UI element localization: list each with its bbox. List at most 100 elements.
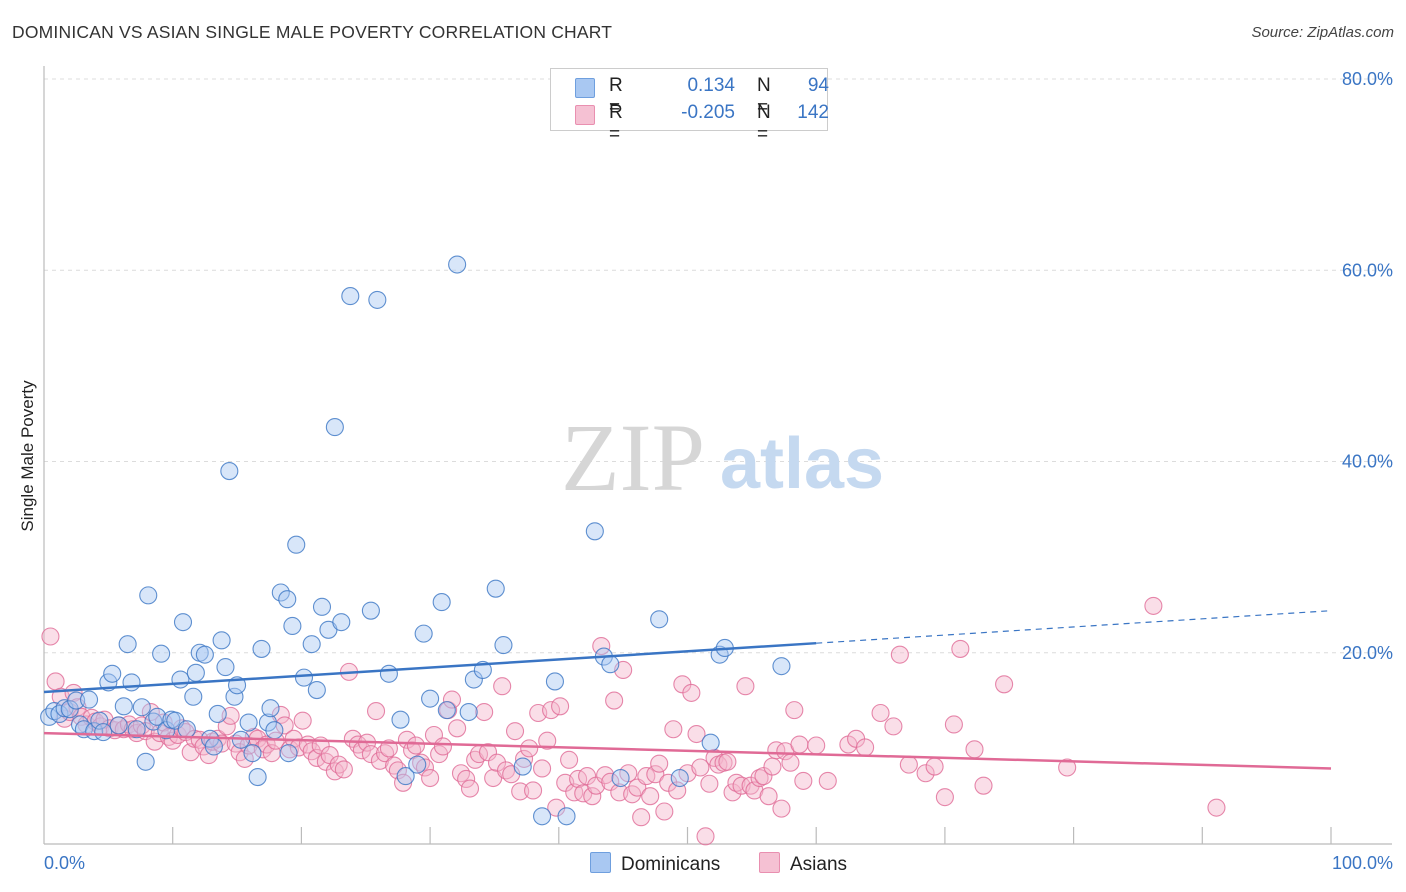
dominicans-point (391, 710, 410, 729)
dominicans-point (486, 579, 505, 598)
asians-point (632, 808, 651, 827)
y-tick-label: 20.0% (1342, 643, 1393, 663)
dominicans-point (186, 663, 205, 682)
asians-point (951, 639, 970, 658)
asians-point (641, 787, 660, 806)
dominicans-point (184, 687, 203, 706)
watermark-zip: ZIP (561, 404, 705, 511)
dominicans-point (396, 767, 415, 786)
asians-point (520, 739, 539, 758)
asians-point (587, 776, 606, 795)
asians-point (433, 737, 453, 756)
dominicans-point (437, 701, 456, 720)
dominicans-point (701, 733, 720, 752)
asians-point (899, 755, 918, 774)
asians-point (560, 750, 579, 769)
n-value: 142 (797, 102, 829, 123)
asians-point (451, 764, 471, 783)
dominicans-point (432, 593, 451, 612)
asians-point (199, 746, 218, 765)
asians-point (592, 637, 611, 656)
dominicans-point (459, 702, 478, 722)
asians-point (41, 627, 60, 646)
asians-point (682, 683, 701, 702)
asians-swatch (759, 852, 780, 873)
dominicans-point (650, 610, 669, 629)
asians-point (601, 772, 620, 791)
asians-point (995, 675, 1014, 694)
dominicans-trend-extension (816, 610, 1332, 644)
watermark-atlas: atlas (720, 424, 884, 504)
dominicans-point (67, 691, 86, 710)
asians-point (406, 736, 425, 755)
correlation-legend: R = 0.134 N = 94 R = -0.205 N = 142 (550, 68, 829, 145)
asians-point (366, 702, 386, 721)
asians-point (781, 753, 800, 772)
dominicans-point (114, 697, 133, 716)
watermark: ZIP atlas (561, 404, 884, 511)
n-label: N = (757, 75, 771, 118)
dominicans-point (109, 716, 128, 735)
asians-point (583, 787, 602, 806)
dominicans-point (258, 713, 277, 732)
legend-label-dominicans: Dominicans (621, 854, 721, 875)
asians-point (965, 740, 984, 759)
dominicans-point (271, 583, 290, 602)
asians-point (974, 776, 993, 795)
dominicans-point (611, 768, 630, 788)
asians-point (551, 697, 570, 716)
x-tick-label: 100.0% (1332, 853, 1393, 873)
dominicans-point (414, 624, 433, 643)
asians-point (691, 758, 710, 777)
asians-point (871, 703, 890, 723)
dominicans-point (132, 698, 151, 717)
dominicans-point (208, 704, 227, 724)
dominicans-point (341, 287, 360, 306)
asians-point (1207, 798, 1226, 817)
dominicans-point (195, 645, 214, 664)
dominicans-point (283, 616, 302, 636)
asians-point (511, 782, 530, 801)
asians-point (700, 774, 719, 793)
y-tick-label: 60.0% (1342, 260, 1393, 280)
asians-point (457, 769, 476, 789)
dominicans-point (513, 757, 532, 776)
dominicans-point (361, 601, 380, 620)
dominicans-point (243, 744, 262, 763)
legend-item-asians: Asians (759, 852, 847, 876)
tick-labels: 20.0% 40.0% 60.0% 80.0% 0.0% 100.0% (44, 69, 1393, 873)
dominicans-point (278, 590, 297, 609)
asians-point (361, 745, 380, 764)
dominicans-point (379, 664, 398, 683)
dominicans-point (177, 720, 196, 739)
r-value: 0.134 (687, 75, 735, 96)
dominicans-trend-line (43, 641, 817, 694)
asians-point (754, 767, 773, 786)
dominicans-point (585, 522, 604, 541)
dominicans-point (90, 711, 109, 730)
dominicans-point (212, 631, 231, 650)
asians-point (664, 720, 683, 739)
asians-point (925, 757, 944, 776)
dominicans-point (287, 535, 306, 554)
asians-point (723, 783, 742, 802)
asians-point (605, 691, 624, 710)
asians-point (475, 702, 494, 722)
asians-point (655, 802, 674, 821)
asians-point (565, 783, 584, 802)
dominicans-point (118, 635, 137, 654)
asians-trend-line (43, 731, 1332, 770)
grid-lines (44, 78, 1392, 654)
asians-point (718, 752, 737, 771)
dominicans-point (557, 807, 576, 826)
asians-point (763, 757, 782, 776)
chart-title: DOMINICAN VS ASIAN SINGLE MALE POVERTY C… (12, 22, 613, 42)
dominicans-point (45, 702, 64, 721)
dominicans-point (171, 670, 190, 689)
asians-point (790, 735, 809, 754)
asians-point (478, 743, 498, 762)
asians-point (320, 746, 339, 765)
dominicans-point (408, 755, 427, 774)
r-label: R = (609, 75, 623, 118)
